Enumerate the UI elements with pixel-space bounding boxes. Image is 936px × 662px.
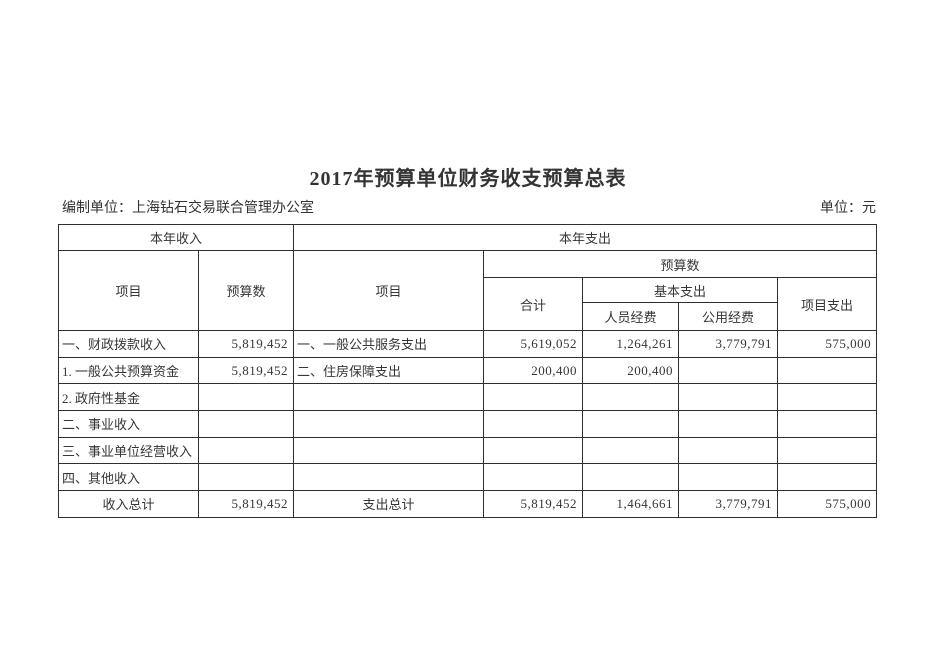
prepared-by-label: 编制单位：上海钻石交易联合管理办公室: [62, 201, 314, 216]
income-item-cell: 三、事业单位经营收入: [58, 436, 199, 465]
income-item-cell: 1. 一般公共预算资金: [58, 356, 199, 385]
public-total-value: 3,779,791: [678, 490, 779, 518]
header-row-groups: 合计 基本支出 项目支出: [59, 277, 878, 331]
unit-label: 单位：元: [820, 201, 876, 216]
personnel-expense-cell: 1,264,261: [582, 330, 680, 358]
expense-budget-header: 预算数: [483, 250, 878, 278]
expense-item-cell: [293, 436, 485, 465]
table-row: 2. 政府性基金: [58, 383, 878, 412]
public-expense-cell: 3,779,791: [678, 330, 779, 358]
header-row-sections: 本年收入 本年支出: [57, 224, 878, 251]
income-budget-cell: [197, 383, 295, 412]
meta-row: 编制单位：上海钻石交易联合管理办公室 单位：元: [58, 197, 876, 217]
expense-item-cell: [293, 410, 485, 438]
income-budget-header: 预算数: [197, 250, 295, 331]
personnel-expense-cell: [582, 383, 680, 412]
income-budget-cell: 5,819,452: [197, 330, 295, 358]
income-item-cell: 四、其他收入: [58, 463, 199, 492]
income-section-header: 本年收入: [57, 224, 295, 251]
public-expense-cell: [678, 383, 779, 412]
project-expense-cell: [777, 463, 878, 492]
expense-total-cell: [483, 383, 584, 412]
income-item-cell: 2. 政府性基金: [58, 383, 199, 412]
expense-item-cell: 一、一般公共服务支出: [293, 330, 485, 358]
budget-summary-table: 本年收入 本年支出 项目 预算数 项目 预算数 合计 基本支出 项目支出 人员经…: [57, 224, 878, 518]
table-row: 1. 一般公共预算资金 5,819,452 二、住房保障支出 200,400 2…: [58, 356, 878, 385]
totals-row: 收入总计 5,819,452 支出总计 5,819,452 1,464,661 …: [58, 490, 878, 518]
project-expense-header: 项目支出: [777, 277, 878, 331]
income-budget-cell: [197, 436, 295, 465]
project-expense-cell: [777, 410, 878, 438]
expense-total-cell: [483, 436, 584, 465]
expense-item-cell: [293, 383, 485, 412]
expense-total-cell: [483, 410, 584, 438]
public-expense-cell: [678, 463, 779, 492]
project-expense-cell: [777, 436, 878, 465]
project-expense-cell: 575,000: [777, 330, 878, 358]
expense-total-cell: 200,400: [483, 356, 584, 385]
expense-item-header: 项目: [293, 250, 485, 331]
expense-total-header: 合计: [483, 277, 584, 331]
table-row: 四、其他收入: [58, 463, 878, 492]
table-row: 一、财政拨款收入 5,819,452 一、一般公共服务支出 5,619,052 …: [58, 330, 878, 358]
personnel-expense-cell: [582, 410, 680, 438]
expense-item-cell: 二、住房保障支出: [293, 356, 485, 385]
public-expense-cell: [678, 356, 779, 385]
personnel-expense-cell: [582, 436, 680, 465]
personnel-expense-cell: [582, 463, 680, 492]
income-budget-cell: [197, 410, 295, 438]
personnel-expense-header: 人员经费: [582, 302, 680, 331]
project-expense-cell: [777, 383, 878, 412]
expense-total-cell: [483, 463, 584, 492]
basic-expense-header: 基本支出: [582, 277, 779, 303]
header-row-sub: 人员经费 公用经费: [59, 302, 877, 331]
expense-item-cell: [293, 463, 485, 492]
expense-section-header: 本年支出: [293, 224, 878, 251]
page-title: 2017年预算单位财务收支预算总表: [309, 168, 627, 190]
table-row: 二、事业收入: [58, 410, 878, 438]
public-expense-header: 公用经费: [678, 302, 779, 331]
income-item-cell: 一、财政拨款收入: [58, 330, 199, 358]
income-item-cell: 二、事业收入: [58, 410, 199, 438]
personnel-total-value: 1,464,661: [582, 490, 680, 518]
expense-total-cell: 5,619,052: [483, 330, 584, 358]
income-total-label: 收入总计: [58, 490, 199, 518]
project-expense-cell: [777, 356, 878, 385]
income-budget-cell: 5,819,452: [197, 356, 295, 385]
table-row: 三、事业单位经营收入: [58, 436, 878, 465]
header-row-budget: 项目 预算数 项目 预算数: [58, 250, 878, 331]
personnel-expense-cell: 200,400: [582, 356, 680, 385]
expense-total-label: 支出总计: [293, 490, 485, 518]
income-item-header: 项目: [58, 250, 199, 331]
income-total-value: 5,819,452: [197, 490, 295, 518]
expense-total-value: 5,819,452: [483, 490, 584, 518]
public-expense-cell: [678, 436, 779, 465]
public-expense-cell: [678, 410, 779, 438]
project-total-value: 575,000: [777, 490, 878, 518]
income-budget-cell: [197, 463, 295, 492]
